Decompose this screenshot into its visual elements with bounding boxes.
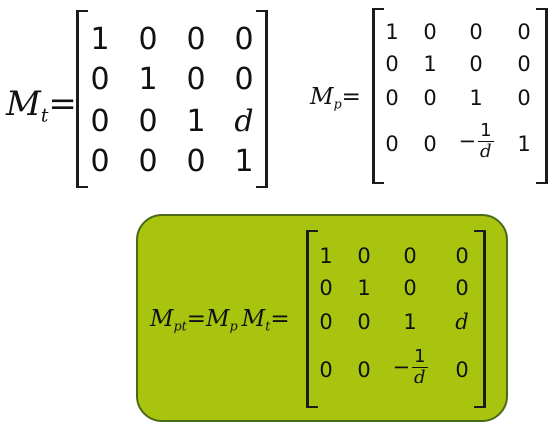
mp-cell-r1c4: 0 <box>517 19 531 44</box>
mt-cell-r1c2: 0 <box>138 22 158 57</box>
mpt-cell-r1c3: 0 <box>403 243 417 268</box>
mt-left-bracket <box>76 10 88 188</box>
mt-cell-r2c3: 0 <box>186 62 206 97</box>
mp-minus-sign: − <box>458 129 477 153</box>
mpt-cell-r3c4: d <box>455 309 469 334</box>
mpt-left-bracket <box>306 230 318 408</box>
mpt-matrix: 1 0 0 0 0 1 0 0 0 0 1 d 0 0−1 d 0 <box>306 230 486 408</box>
mp-cell-r1c2: 0 <box>423 19 437 44</box>
mp-cell-r3c1: 0 <box>385 85 399 110</box>
mpt-cell-r4c2: 0 <box>357 357 371 382</box>
mp-fraction-numerator: 1 <box>478 120 494 142</box>
mt-cell-r4c3: 0 <box>186 144 206 179</box>
mt-cell-r4c4: 1 <box>234 144 254 179</box>
mpt-equals-1: = <box>186 306 207 332</box>
mt-cell-r3c3: 1 <box>186 104 206 139</box>
mp-cell-r1c1: 1 <box>385 19 399 44</box>
mpt-equals-2: = <box>270 306 290 332</box>
mt-cell-r3c1: 0 <box>90 104 110 139</box>
mpt-fraction-numerator: 1 <box>412 346 428 368</box>
mpt-cell-r2c1: 0 <box>319 275 333 300</box>
mpt-right-bracket <box>474 230 486 408</box>
mp-cell-r3c4: 0 <box>517 85 531 110</box>
mp-cell-r4c1: 0 <box>385 131 399 156</box>
mt-equals: = <box>48 84 77 124</box>
mp-cell-r3c2: 0 <box>423 85 437 110</box>
mp-cell-r1c3: 0 <box>469 19 483 44</box>
mt-cell-r1c3: 0 <box>186 22 206 57</box>
mt-subscript: t <box>40 105 49 127</box>
mpt-cell-r4c1: 0 <box>319 357 333 382</box>
mpt-fraction-denominator: d <box>414 367 426 388</box>
mpt-cell-r1c4: 0 <box>455 243 469 268</box>
mp-equals: = <box>341 84 361 110</box>
mpt-cell-r3c3: 1 <box>403 309 417 334</box>
mt-cell-r4c1: 0 <box>90 144 110 179</box>
mt-cell-r2c1: 0 <box>90 62 110 97</box>
mp-cell-r3c3: 1 <box>469 85 483 110</box>
mpt-label: Mpt=Mp Mt= <box>150 306 290 333</box>
mpt-cell-r1c2: 0 <box>357 243 371 268</box>
highlight-box <box>136 214 508 422</box>
mt-label: Mt= <box>6 84 77 127</box>
mp-label: Mp= <box>310 84 361 111</box>
mpt-subscript: pt <box>173 318 187 334</box>
mp-right-bracket <box>536 8 548 184</box>
mpt-cell-r3c2: 0 <box>357 309 371 334</box>
mt-cell-r3c4: d <box>234 104 254 139</box>
mp-matrix: 1 0 0 0 0 1 0 0 0 0 1 0 0 0−1 d 1 <box>372 8 548 184</box>
mp-cell-r2c1: 0 <box>385 51 399 76</box>
mpt-cell-r4c4: 0 <box>455 357 469 382</box>
mp-cell-r2c4: 0 <box>517 51 531 76</box>
mp-cell-r4c3: −1 d <box>446 122 506 161</box>
mt-cell-r4c2: 0 <box>138 144 158 179</box>
mpt-cell-r1c1: 1 <box>319 243 333 268</box>
mpt-rhs-mt-letter: M <box>241 306 266 332</box>
mp-cell-r4c4: 1 <box>517 131 531 156</box>
mp-letter: M <box>310 84 334 110</box>
mp-left-bracket <box>372 8 384 184</box>
mpt-cell-r4c3: −1 d <box>380 348 440 387</box>
mpt-cell-r2c2: 1 <box>357 275 371 300</box>
mt-cell-r2c2: 1 <box>138 62 158 97</box>
mt-cell-r1c4: 0 <box>234 22 254 57</box>
mp-subscript: p <box>333 96 342 112</box>
mpt-minus-sign: − <box>392 355 411 379</box>
mpt-rhs-mp-letter: M <box>206 306 230 332</box>
mp-cell-r2c2: 1 <box>423 51 437 76</box>
mt-cell-r1c1: 1 <box>90 22 110 57</box>
mpt-rhs-mp-subscript: p <box>229 318 238 334</box>
mpt-cell-r2c3: 0 <box>403 275 417 300</box>
mp-cell-r2c3: 0 <box>469 51 483 76</box>
mpt-cell-r3c1: 0 <box>319 309 333 334</box>
mp-fraction-denominator: d <box>480 141 492 162</box>
mt-cell-r3c2: 0 <box>138 104 158 139</box>
mpt-letter: M <box>150 306 174 332</box>
mpt-cell-r2c4: 0 <box>455 275 469 300</box>
mt-cell-r2c4: 0 <box>234 62 254 97</box>
mpt-rhs-mt-subscript: t <box>265 318 271 334</box>
mt-letter: M <box>6 84 41 124</box>
mt-right-bracket <box>256 10 268 188</box>
mp-cell-r4c2: 0 <box>423 131 437 156</box>
